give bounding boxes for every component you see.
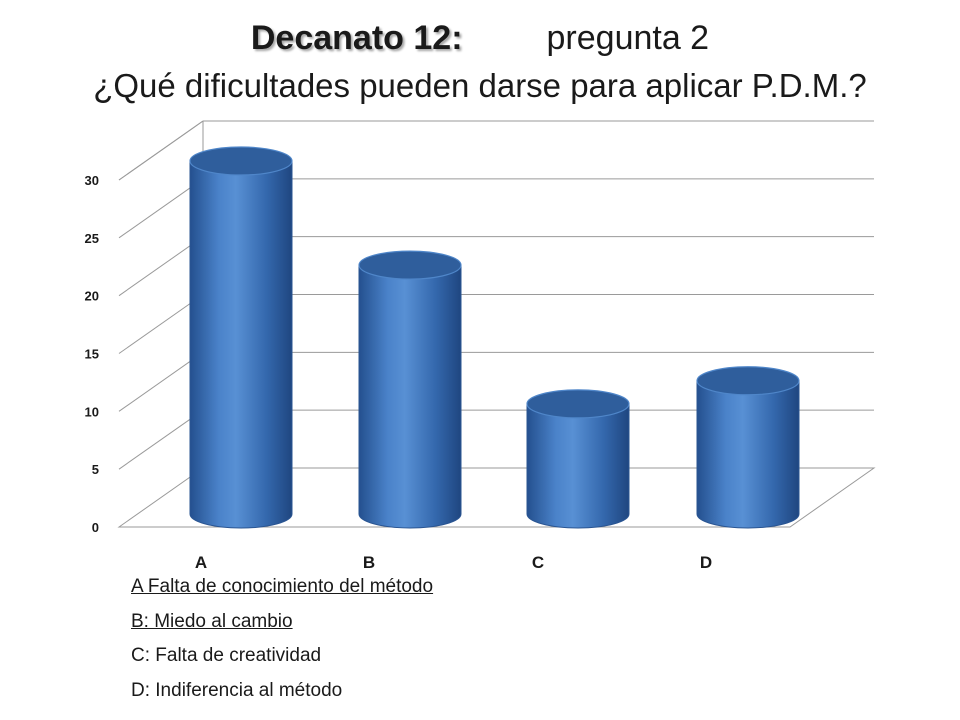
gridline-side [118, 236, 204, 297]
bar-C [526, 389, 630, 529]
x-tick-label: D [700, 553, 712, 572]
bar-top [189, 146, 293, 176]
bar-body [526, 403, 630, 529]
bar-body [189, 160, 293, 529]
legend-item: A Falta de conocimiento del método [131, 576, 434, 597]
y-tick-label: 20 [85, 289, 99, 304]
title-bold: Decanato 12: [250, 19, 463, 57]
gridline-side [118, 178, 204, 239]
bar-top [358, 250, 462, 280]
bar-top [526, 389, 630, 419]
y-tick-label: 10 [85, 404, 99, 419]
legend-item: B: Miedo al cambio [131, 610, 293, 632]
y-tick-label: 30 [85, 173, 99, 188]
bar-body [358, 264, 462, 529]
y-tick-label: 0 [92, 520, 99, 535]
gridline-side [118, 351, 204, 412]
y-tick-label: 15 [85, 347, 99, 362]
legend-item: C: Falta de creatividad [131, 645, 322, 666]
legend: A Falta de conocimiento del método B: Mie… [131, 570, 691, 708]
x-tick-label: B [363, 553, 375, 572]
gridline-side [118, 294, 204, 354]
y-tick-label: 25 [85, 231, 99, 246]
slide-question: ¿Qué dificultades pueden darse para apli… [93, 67, 867, 104]
gridline-side [118, 120, 204, 181]
bar-A [189, 146, 293, 529]
gridline-side [118, 409, 204, 470]
bar-top [696, 366, 800, 396]
slide-title: Decanato 12: pregunta 2 [0, 18, 960, 58]
bar-body [696, 380, 800, 529]
x-tick-label: C [532, 553, 544, 572]
y-tick-label: 5 [92, 462, 99, 477]
bar-B [358, 250, 462, 529]
bar-D [696, 366, 800, 529]
title-question-number: pregunta 2 [546, 19, 710, 57]
x-tick-label: A [195, 553, 207, 572]
legend-item: D: Indiferencia al método [131, 679, 343, 701]
